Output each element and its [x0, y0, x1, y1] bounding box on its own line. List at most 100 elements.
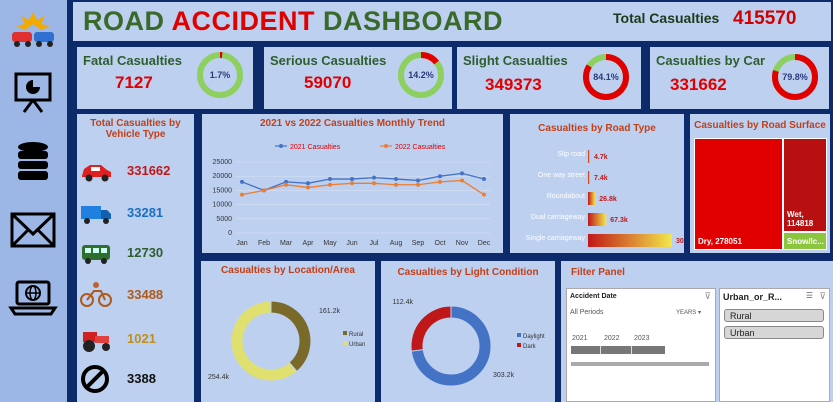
- data-point: [482, 192, 486, 197]
- bar-value-label: 7.4k: [594, 175, 608, 182]
- x-tick-label: Oct: [435, 240, 446, 247]
- x-tick-label: Feb: [258, 240, 270, 247]
- database-icon[interactable]: [8, 140, 58, 184]
- data-point: [306, 185, 310, 190]
- y-tick-label: 20000: [213, 173, 233, 180]
- vehicle-row-car: 331662: [77, 156, 202, 190]
- header: ROAD ACCIDENT DASHBOARD Total Casualties…: [73, 2, 831, 41]
- vehicle-panel: Total Casualties by Vehicle Type 331662 3…: [77, 114, 194, 402]
- kpi-serious: Serious Casualties 59070 14.2%: [264, 47, 452, 109]
- data-point: [416, 182, 420, 187]
- truck-icon: [81, 206, 111, 224]
- y-tick-label: 0: [228, 230, 232, 237]
- timeline-bar[interactable]: [571, 346, 665, 354]
- trend-chart-title: 2021 vs 2022 Casualties Monthly Trend: [259, 118, 446, 129]
- light-panel: Casualties by Light Condition 303.2k Dayl…: [381, 261, 555, 402]
- slice-label: 112.4k: [393, 299, 414, 306]
- treemap-cell-dry: Dry, 278051: [694, 138, 783, 250]
- area-option-rural[interactable]: Rural: [724, 309, 824, 322]
- data-point: [284, 182, 288, 187]
- vehicle-value: 33488: [127, 287, 164, 302]
- vehicle-row-truck: 33281: [77, 198, 202, 232]
- data-point: [372, 175, 376, 180]
- mail-icon[interactable]: [8, 208, 58, 252]
- car-icon: [82, 165, 111, 182]
- kpi-label: Serious Casualties: [270, 53, 387, 68]
- area-header: Urban_or_R...: [723, 292, 783, 302]
- bar-category-label: One way street: [538, 172, 585, 179]
- legend-label: Urban: [349, 342, 365, 348]
- donut-slice: [230, 300, 298, 382]
- bar-category-label: Slip road: [557, 151, 585, 158]
- data-point: [240, 192, 244, 197]
- legend-2022: 2022 Casualties: [395, 144, 446, 151]
- data-point: [350, 177, 354, 182]
- year-2021[interactable]: 2021: [572, 335, 588, 342]
- year-2023[interactable]: 2023: [634, 335, 650, 342]
- slice-label: 254.4k: [208, 374, 230, 381]
- data-point: [460, 171, 464, 176]
- donut-slice: [270, 300, 312, 373]
- kpi-pct: 14.2%: [408, 70, 434, 80]
- sidebar: [0, 0, 67, 402]
- legend-label: Rural: [349, 332, 363, 338]
- vehicle-value: 33281: [127, 205, 164, 220]
- bar: [588, 171, 591, 184]
- kpi-value: 59070: [304, 73, 352, 92]
- tractor-icon: [83, 332, 110, 352]
- data-point: [328, 182, 332, 187]
- legend-swatch: [343, 341, 347, 345]
- date-header: Accident Date: [570, 293, 617, 300]
- area-option-urban[interactable]: Urban: [724, 326, 824, 339]
- data-point: [328, 177, 332, 182]
- filter-panel: Filter Panel Accident Date ⊽ All Periods…: [561, 261, 833, 402]
- data-point: [482, 177, 486, 182]
- clear-filter-icon[interactable]: ⊽: [704, 291, 711, 301]
- series-line: [241, 179, 485, 196]
- kpi-value: 7127: [115, 73, 153, 92]
- vehicle-panel-title: Total Casualties by Vehicle Type: [90, 118, 181, 140]
- bar-value-label: 4.7k: [594, 154, 608, 161]
- x-tick-label: Mar: [280, 240, 293, 247]
- bar: [588, 234, 672, 247]
- year-2022[interactable]: 2022: [604, 335, 620, 342]
- vehicle-row-bicycle: 33488: [77, 280, 202, 314]
- light-title: Casualties by Light Condition: [397, 267, 539, 278]
- clear-filter-icon[interactable]: ⊽: [819, 291, 826, 301]
- y-tick-label: 5000: [216, 216, 232, 223]
- multi-select-icon[interactable]: ☰: [805, 291, 813, 300]
- vehicle-row-other: 3388: [77, 364, 202, 398]
- presentation-icon[interactable]: [8, 70, 58, 114]
- donut-slice: [410, 305, 452, 352]
- treemap-cell-wet: Wet, 114818: [782, 138, 827, 232]
- area-slicer: Urban_or_R... ☰ ⊽ Rural Urban: [719, 288, 830, 402]
- bar: [588, 150, 590, 163]
- date-timeline[interactable]: Accident Date ⊽ All Periods YEARS ▾ 2021…: [566, 288, 716, 402]
- kpi-ring-fill: [398, 52, 444, 98]
- data-point: [372, 181, 376, 186]
- x-tick-label: Jan: [236, 240, 247, 247]
- laptop-globe-icon[interactable]: [8, 276, 58, 320]
- trend-chart: 2021 Casualties 2022 Casualties 0 5000 100…: [213, 144, 491, 247]
- data-point: [394, 177, 398, 182]
- x-tick-label: May: [323, 240, 337, 247]
- kpi-pct: 1.7%: [210, 70, 231, 80]
- data-point: [460, 178, 464, 183]
- x-tick-label: Sep: [412, 240, 425, 247]
- road-type-panel: Casualties by Road Type Slip road 4.7k One…: [510, 114, 684, 253]
- bar-value-label: 67.3k: [610, 217, 628, 224]
- treemap-cell-snow: Snow/Ic...: [782, 231, 827, 250]
- data-point: [240, 179, 244, 184]
- trend-legend: 2021 Casualties 2022 Casualties: [275, 144, 446, 151]
- data-point: [394, 182, 398, 187]
- all-periods: All Periods: [570, 309, 604, 316]
- timeline-scrollbar[interactable]: [571, 362, 709, 366]
- kpi-ring-fill: [772, 54, 818, 100]
- data-point: [416, 178, 420, 183]
- page-title: ROAD ACCIDENT DASHBOARD: [83, 6, 504, 36]
- x-tick-label: Aug: [390, 240, 403, 247]
- car-crash-icon[interactable]: [8, 10, 58, 54]
- years-selector[interactable]: YEARS ▾: [675, 310, 701, 316]
- location-panel: Casualties by Location/Area 161.2k Rural 2…: [201, 261, 375, 402]
- kpi-pct: 84.1%: [593, 72, 619, 82]
